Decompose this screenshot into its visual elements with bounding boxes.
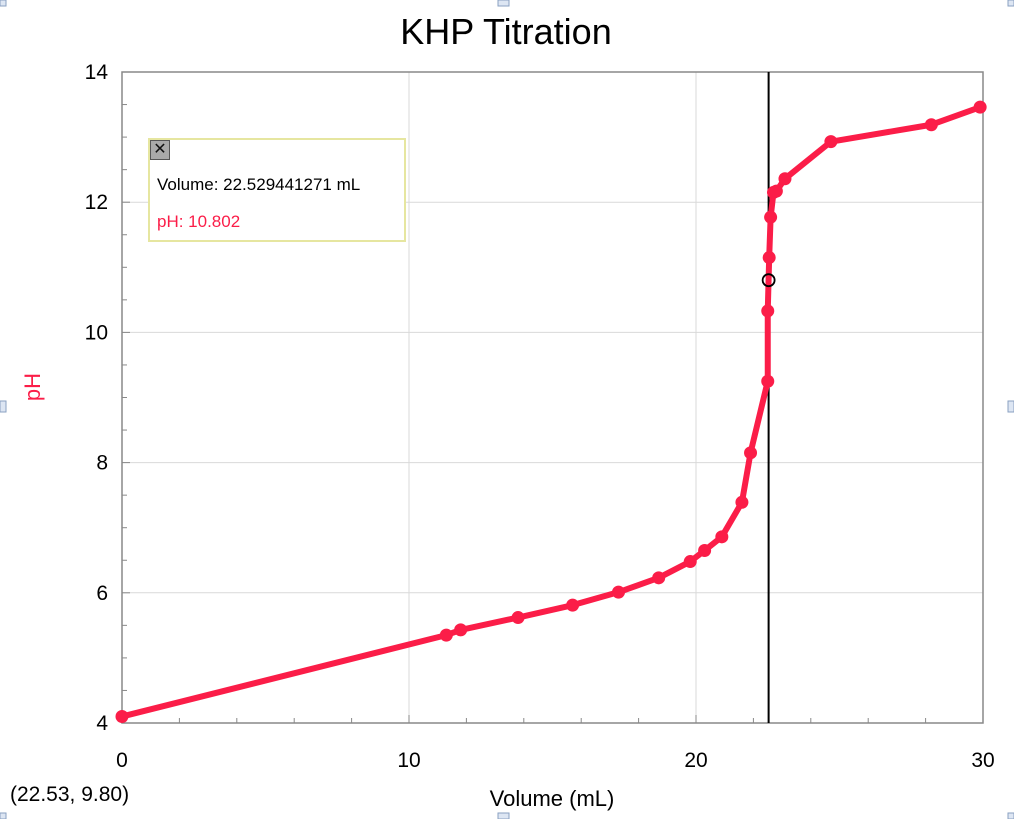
series-line-ph	[119, 104, 984, 720]
coordinate-readout: (22.53, 9.80)	[10, 783, 129, 806]
close-icon[interactable]: ✕	[150, 140, 170, 160]
data-point	[652, 571, 666, 585]
y-tick-label: 4	[96, 712, 108, 735]
resize-handle-bottom[interactable]	[497, 812, 510, 819]
y-tick-label: 8	[96, 452, 108, 475]
cursor-marker	[761, 273, 776, 288]
y-tick-label: 6	[96, 582, 108, 605]
resize-handle-right[interactable]	[1007, 400, 1014, 413]
data-point	[735, 495, 749, 509]
data-point	[566, 598, 580, 612]
x-tick-label: 0	[116, 749, 128, 772]
tick-labels: 0 10 20 30 4 6 8 10 12 14	[85, 61, 995, 772]
x-axis-label[interactable]: Volume (mL)	[490, 786, 615, 811]
data-point	[778, 172, 792, 186]
data-point	[769, 184, 783, 198]
resize-handle-top-right[interactable]	[1007, 0, 1014, 7]
data-point	[439, 628, 453, 642]
resize-handle-bottom-left[interactable]	[0, 812, 7, 819]
data-point	[715, 530, 729, 544]
minor-ticks	[121, 71, 984, 724]
chart-title: KHP Titration	[400, 11, 611, 52]
tooltip-ph: pH: 10.802	[157, 212, 241, 231]
x-tick-label: 20	[684, 749, 707, 772]
data-point	[683, 555, 697, 569]
resize-handle-top-left[interactable]	[0, 0, 7, 7]
data-point	[761, 304, 775, 318]
resize-handle-left[interactable]	[0, 400, 7, 413]
y-axis-label[interactable]: pH	[20, 373, 45, 401]
data-point	[454, 623, 468, 637]
data-point	[761, 374, 775, 388]
y-tick-label: 14	[85, 61, 109, 84]
data-point	[824, 135, 838, 149]
x-tick-label: 30	[971, 749, 994, 772]
data-point	[612, 585, 626, 599]
tooltip-volume: Volume: 22.529441271 mL	[157, 175, 361, 194]
data-point	[744, 446, 758, 460]
data-point	[115, 709, 129, 723]
data-point	[973, 100, 987, 114]
examine-tooltip: ✕ Volume: 22.529441271 mL pH: 10.802	[148, 138, 406, 242]
resize-handle-top[interactable]	[497, 0, 510, 7]
x-tick-label: 10	[397, 749, 420, 772]
resize-handle-bottom-right[interactable]	[1007, 812, 1014, 819]
data-point	[924, 118, 938, 132]
data-points	[115, 100, 987, 723]
data-point	[764, 210, 778, 224]
y-tick-label: 10	[85, 321, 108, 344]
y-tick-label: 12	[85, 191, 108, 214]
data-point	[698, 543, 712, 557]
data-point	[762, 251, 776, 265]
data-point	[511, 611, 525, 625]
